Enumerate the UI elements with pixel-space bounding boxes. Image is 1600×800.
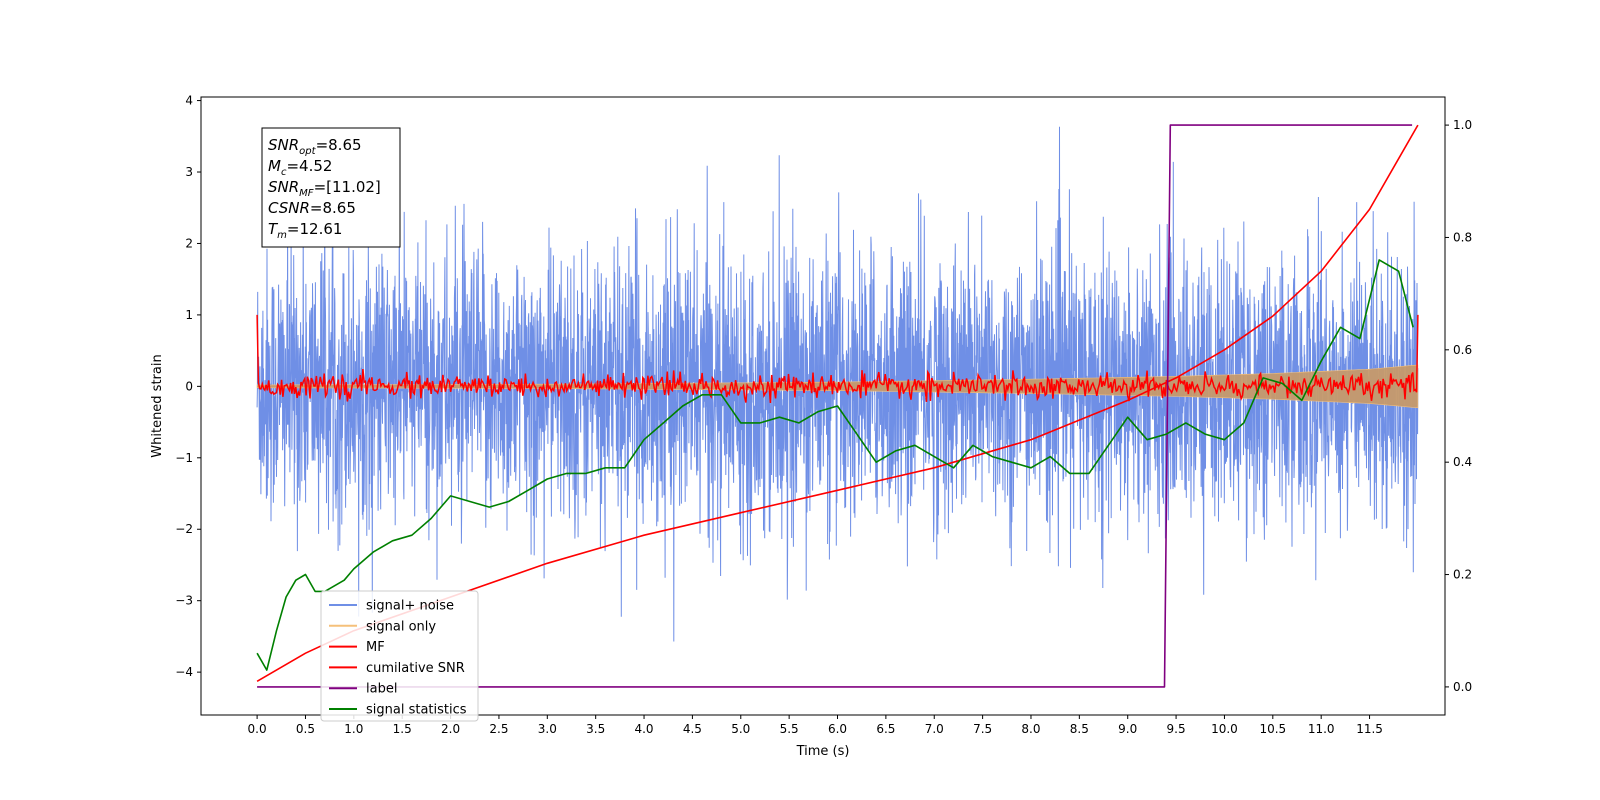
x-tick-label: 11.5	[1356, 722, 1383, 736]
x-tick-label: 3.5	[586, 722, 605, 736]
y-right-tick-label: 0.4	[1453, 455, 1472, 469]
x-tick-label: 1.0	[344, 722, 363, 736]
annotation-frame	[261, 127, 401, 248]
y-right-tick-label: 0.2	[1453, 568, 1472, 582]
x-tick-label: 0.5	[296, 722, 315, 736]
x-tick-label: 9.0	[1118, 722, 1137, 736]
legend-label: signal+ noise	[366, 599, 454, 614]
legend-frame	[320, 590, 479, 722]
y-right-tick-label: 1.0	[1453, 118, 1472, 132]
series-mf	[256, 314, 1419, 404]
plot-frame	[200, 96, 1446, 716]
x-tick-label: 8.5	[1070, 722, 1089, 736]
x-tick-label: 1.5	[393, 722, 412, 736]
y-left-tick-label: 4	[185, 94, 193, 108]
annotation-line: Mc=4.52	[268, 157, 332, 178]
x-tick-label: 8.0	[1021, 722, 1040, 736]
y-axis-label: Whitened strain	[150, 354, 165, 457]
legend-label: signal only	[366, 619, 436, 634]
x-tick-label: 10.5	[1259, 722, 1286, 736]
x-tick-label: 9.5	[1167, 722, 1186, 736]
x-tick-label: 6.5	[876, 722, 895, 736]
x-tick-label: 6.0	[828, 722, 847, 736]
x-tick-label: 0.0	[248, 722, 267, 736]
series-signal-noise	[256, 126, 1419, 642]
annotation-line: SNRMF=[11.02]	[268, 178, 381, 199]
y-left-tick-label: 2	[185, 236, 193, 250]
legend: signal+ noise signal only MF cumilative SNR…	[320, 590, 479, 722]
y-left-tick-label: −2	[175, 522, 193, 536]
legend-label: label	[366, 682, 397, 697]
y-right-tick-label: 0.8	[1453, 230, 1472, 244]
y-left-tick-label: 0	[185, 379, 193, 393]
x-tick-label: 10.0	[1211, 722, 1238, 736]
annotation-line: SNRopt=8.65	[268, 136, 362, 157]
x-axis: 0.0 0.5 1.0 1.5 2.0 2.5 3.0 3.5 4.0 4.5 5.0 5.5 6.0 6…	[248, 715, 1383, 736]
y-left-tick-label: 1	[185, 308, 193, 322]
y-left-tick-label: 3	[185, 165, 193, 179]
legend-label: MF	[366, 640, 385, 655]
x-tick-label: 2.0	[441, 722, 460, 736]
x-tick-label: 4.5	[683, 722, 702, 736]
x-tick-label: 7.5	[973, 722, 992, 736]
y-right-tick-label: 0.0	[1453, 680, 1472, 694]
series-label	[257, 124, 1413, 688]
annotation-line: Tm=12.61	[268, 220, 342, 241]
x-tick-label: 5.0	[731, 722, 750, 736]
x-tick-label: 3.0	[538, 722, 557, 736]
x-axis-label: Time (s)	[796, 744, 850, 759]
y-axis-left: 4 3 2 1 0 −1 −2 −3 −4	[175, 94, 201, 679]
x-tick-label: 7.0	[925, 722, 944, 736]
y-left-tick-label: −3	[175, 594, 193, 608]
series-signal-statistics	[256, 259, 1414, 671]
x-tick-label: 11.0	[1308, 722, 1335, 736]
x-tick-label: 2.5	[489, 722, 508, 736]
y-left-tick-label: −1	[175, 451, 193, 465]
x-tick-label: 4.0	[634, 722, 653, 736]
legend-label: signal statistics	[366, 703, 467, 718]
y-axis-right: 1.0 0.8 0.6 0.4 0.2 0.0	[1445, 118, 1472, 694]
legend-label: cumilative SNR	[366, 661, 465, 676]
stats-annotation-box: SNRopt=8.65Mc=4.52SNRMF=[11.02]CSNR=8.65…	[261, 127, 401, 248]
x-tick-label: 5.5	[780, 722, 799, 736]
annotation-line: CSNR=8.65	[268, 199, 356, 217]
y-left-tick-label: −4	[175, 665, 193, 679]
y-right-tick-label: 0.6	[1453, 343, 1472, 357]
